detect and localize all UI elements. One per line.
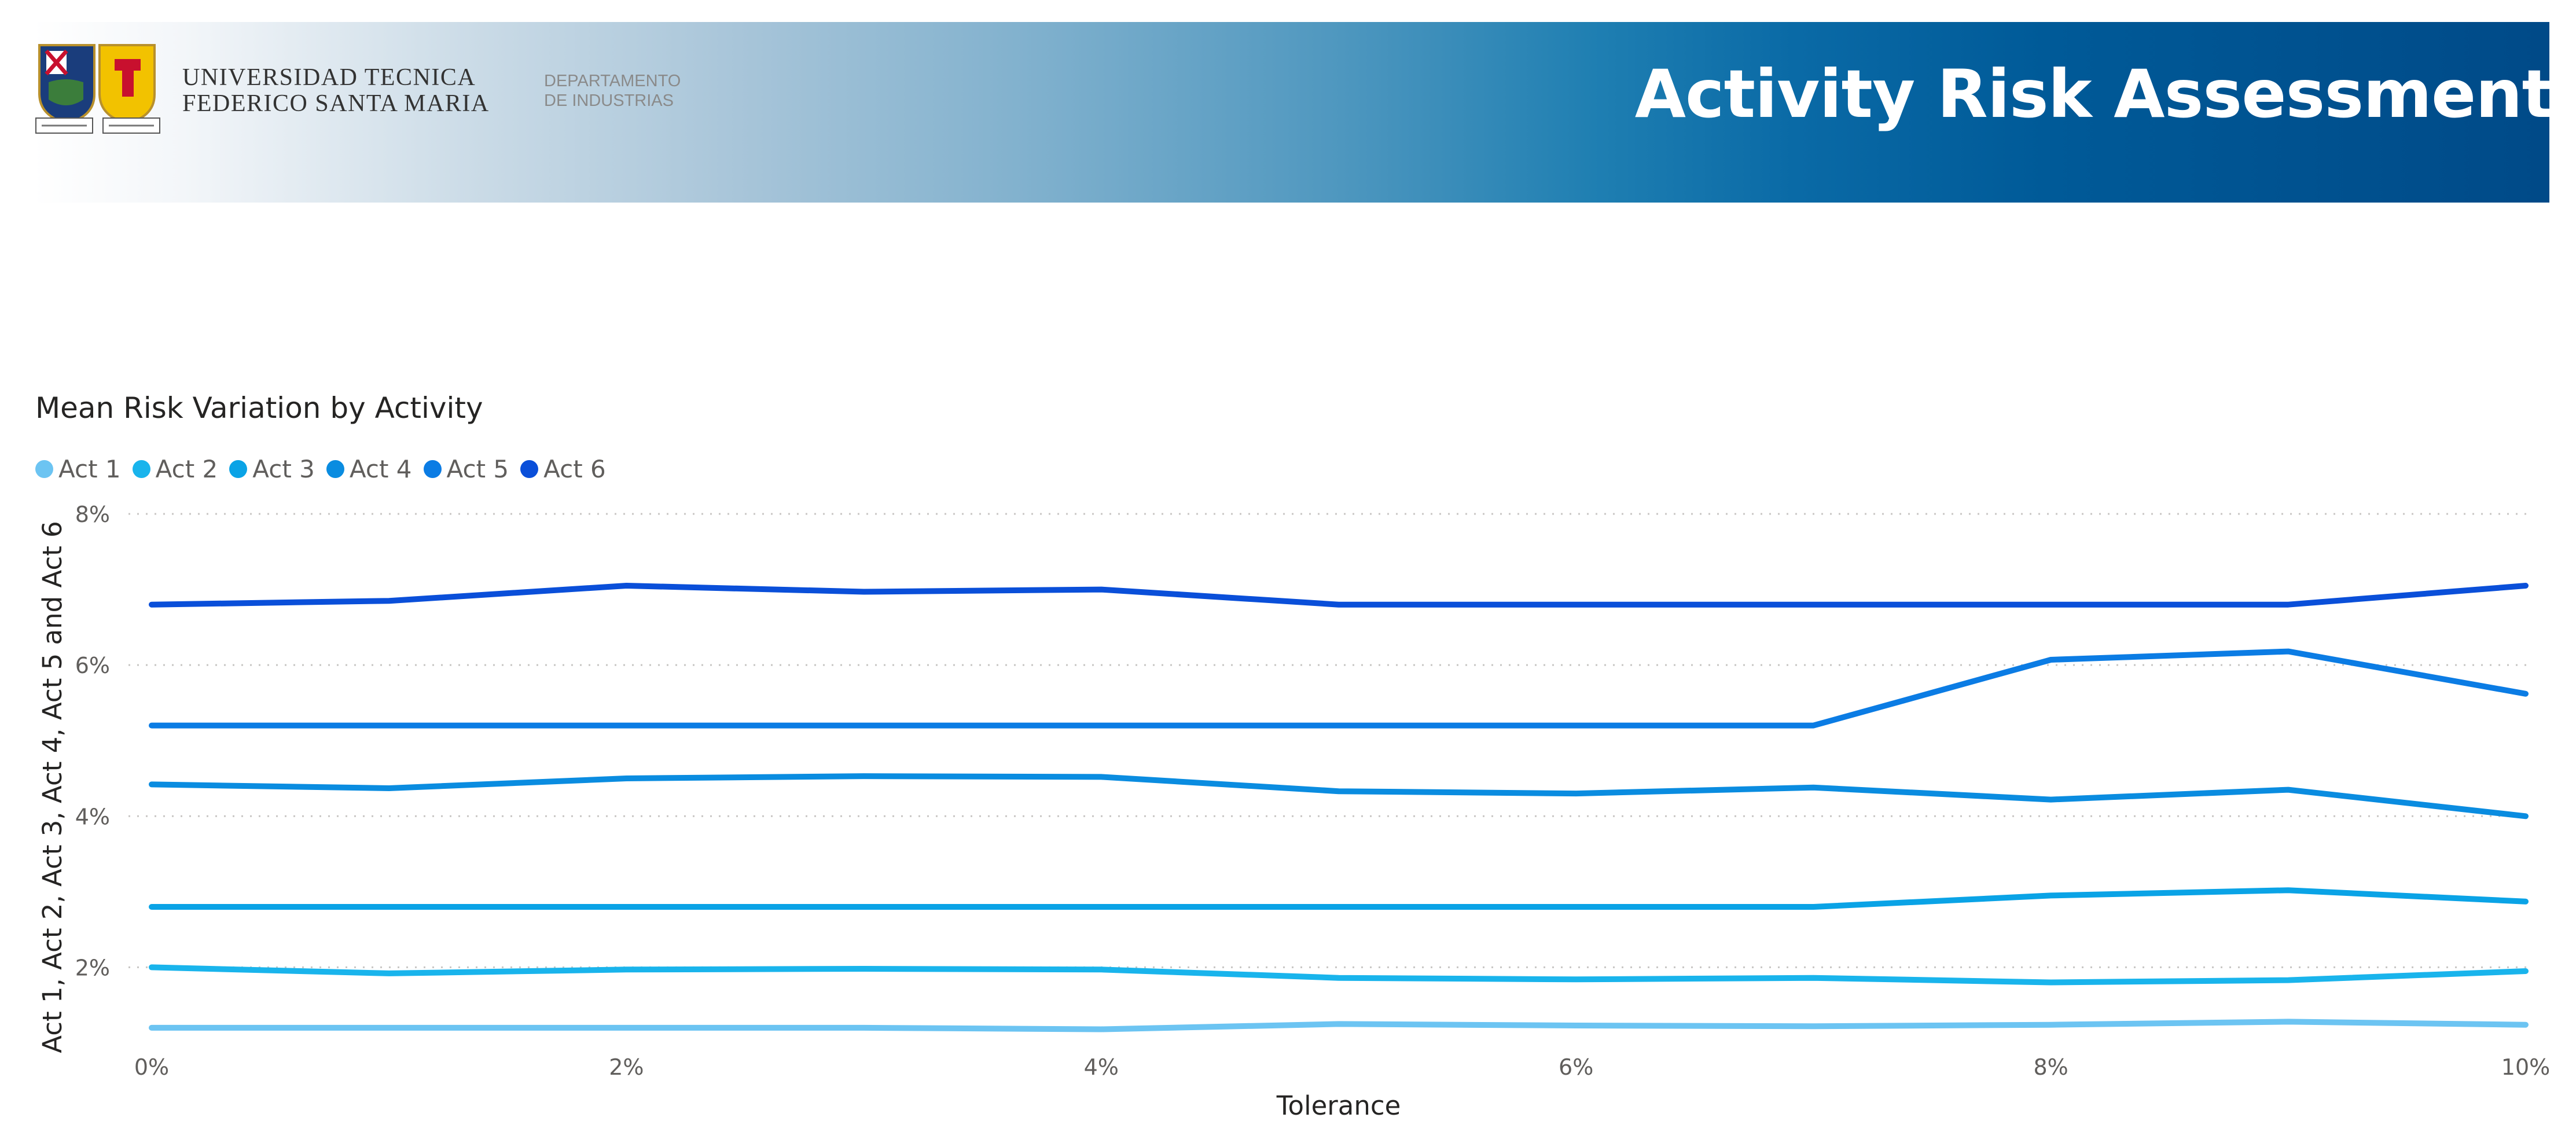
university-name-line1: UNIVERSIDAD TECNICA xyxy=(182,64,476,91)
x-tick-label: 8% xyxy=(2033,1054,2068,1080)
department-name-line1: DEPARTAMENTO xyxy=(544,72,681,90)
series-line-act-5 xyxy=(149,648,2529,729)
legend-label: Act 3 xyxy=(252,454,315,483)
series-line-act-1 xyxy=(149,1019,2529,1032)
legend-marker xyxy=(35,460,53,478)
series-line-act-6 xyxy=(149,583,2529,608)
y-tick-label: 2% xyxy=(75,955,110,980)
y-tick-label: 4% xyxy=(75,804,110,829)
department-name-line2: DE INDUSTRIAS xyxy=(544,91,674,110)
header-banner xyxy=(33,22,2549,203)
legend-marker xyxy=(326,460,344,478)
series-line-act-2 xyxy=(149,964,2529,986)
y-tick-label: 6% xyxy=(75,653,110,678)
department-name: DEPARTAMENTO DE INDUSTRIAS xyxy=(544,71,681,111)
legend-marker xyxy=(520,460,539,478)
university-name: UNIVERSIDAD TECNICA FEDERICO SANTA MARIA xyxy=(182,65,490,117)
x-tick-label: 0% xyxy=(134,1054,169,1080)
series-line-act-4 xyxy=(149,773,2529,819)
series-line-act-3 xyxy=(149,887,2529,910)
legend-item-act-3[interactable]: Act 3 xyxy=(229,455,315,483)
y-tick-label: 8% xyxy=(75,502,110,527)
x-tick-label: 4% xyxy=(1084,1054,1119,1080)
legend-label: Act 5 xyxy=(446,454,509,483)
university-logo xyxy=(35,44,160,134)
chart-title: Mean Risk Variation by Activity xyxy=(35,391,483,425)
legend-item-act-1[interactable]: Act 1 xyxy=(35,455,121,483)
x-tick-label: 6% xyxy=(1559,1054,1593,1080)
legend-item-act-4[interactable]: Act 4 xyxy=(326,455,412,483)
report-title: Activity Risk Assessment xyxy=(1634,56,2553,133)
legend-label: Act 1 xyxy=(58,454,121,483)
legend-label: Act 6 xyxy=(543,454,606,483)
legend-marker xyxy=(229,460,248,478)
x-tick-label: 2% xyxy=(609,1054,644,1080)
legend-marker xyxy=(132,460,150,478)
legend-item-act-2[interactable]: Act 2 xyxy=(132,454,218,483)
x-axis-title: Tolerance xyxy=(1276,1090,1401,1121)
legend-label: Act 4 xyxy=(349,454,412,483)
y-axis-title: Act 1, Act 2, Act 3, Act 4, Act 5 and Ac… xyxy=(37,521,68,1053)
legend-label: Act 2 xyxy=(155,454,218,483)
legend-marker xyxy=(423,460,442,478)
university-name-line2: FEDERICO SANTA MARIA xyxy=(182,90,490,117)
chart-legend: Act 1 Act 2 Act 3 Act 4 Act 5 Act 6 xyxy=(35,454,618,484)
legend-item-act-6[interactable]: Act 6 xyxy=(520,455,606,483)
legend-item-act-5[interactable]: Act 5 xyxy=(423,454,509,483)
x-tick-label: 10% xyxy=(2501,1054,2550,1080)
